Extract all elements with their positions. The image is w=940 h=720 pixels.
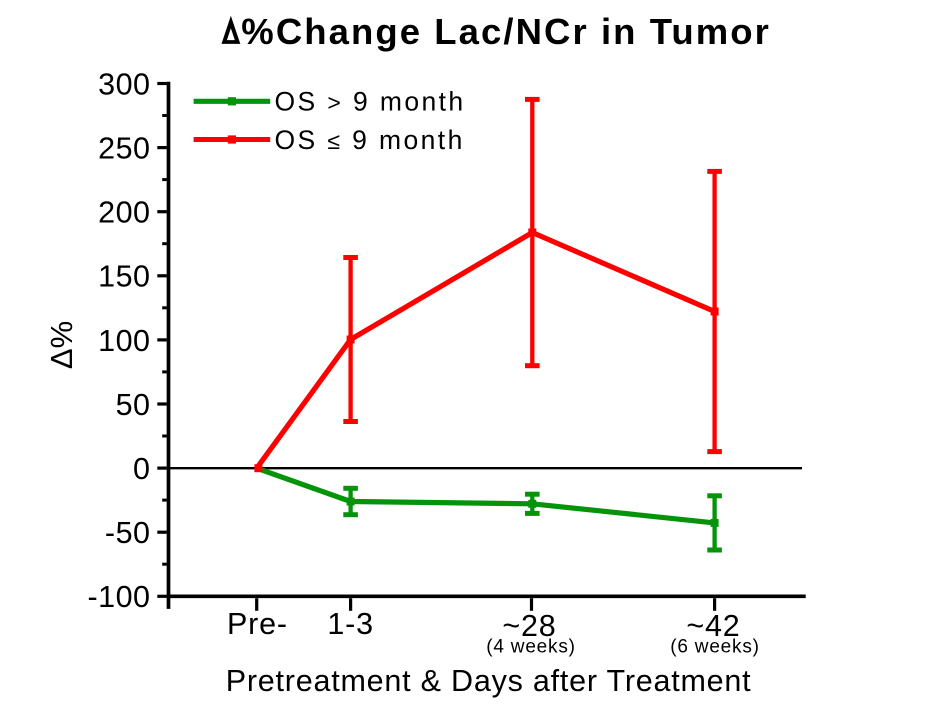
svg-text:1-3: 1-3: [327, 607, 373, 641]
svg-text:%Change Lac/NCr in Tumor: %Change Lac/NCr in Tumor: [241, 11, 771, 52]
svg-text:OS > 9 month: OS > 9 month: [275, 87, 466, 117]
svg-text:300: 300: [98, 67, 150, 101]
svg-text:~28: ~28: [502, 609, 556, 643]
svg-text:150: 150: [98, 260, 150, 294]
svg-text:Pretreatment & Days after Trea: Pretreatment & Days after Treatment: [226, 664, 752, 698]
svg-text:Pre-: Pre-: [227, 607, 288, 641]
svg-text:200: 200: [98, 196, 150, 230]
svg-text:100: 100: [98, 324, 150, 358]
svg-text:250: 250: [98, 132, 150, 166]
svg-text:0: 0: [133, 452, 150, 486]
svg-text:(6 weeks): (6 weeks): [670, 637, 760, 658]
svg-text:-100: -100: [87, 580, 150, 614]
svg-text:(4 weeks): (4 weeks): [486, 637, 576, 658]
svg-text:OS ≤ 9 month: OS ≤ 9 month: [275, 125, 465, 155]
svg-text:-50: -50: [105, 516, 151, 550]
svg-text:50: 50: [116, 388, 151, 422]
svg-text:Δ%: Δ%: [44, 321, 79, 369]
svg-text:~42: ~42: [686, 609, 740, 643]
